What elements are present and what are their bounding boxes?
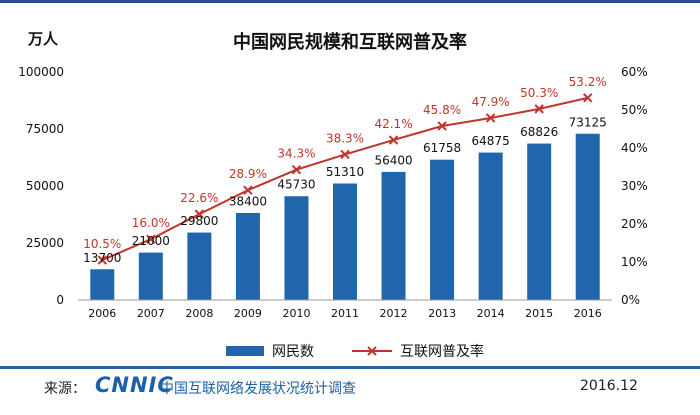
rate-value-label: 45.8% [423,103,461,117]
legend-line-label: 互联网普及率 [400,343,484,360]
legend-line-marker [367,346,377,356]
y-right-tick-label: 50% [621,103,648,117]
report-date: 2016.12 [580,378,638,394]
bar-value-label: 51310 [326,165,364,179]
line-point-2007 [146,234,156,244]
x-tick-label: 2007 [137,307,165,320]
bar-value-label: 29800 [180,214,218,228]
x-tick-label: 2013 [428,307,456,320]
bar-2009 [234,211,261,301]
x-tick-label: 2014 [477,307,505,320]
bar-value-label: 56400 [374,153,412,167]
bar-value-label: 61758 [423,141,461,155]
rate-value-label: 38.3% [326,131,364,145]
bar-2010 [283,195,310,301]
x-tick-label: 2010 [282,307,310,320]
x-tick-label: 2015 [525,307,553,320]
bar-value-label: 64875 [472,134,510,148]
rate-value-label: 53.2% [569,75,607,89]
bar-2011 [332,182,358,301]
bar-value-label: 38400 [229,194,267,208]
y-left-tick-label: 50000 [26,179,64,193]
y-left-tick-label: 100000 [18,65,64,79]
bar-value-label: 73125 [569,115,607,129]
line-point-2013 [437,121,447,131]
source-organization: 中国互联网络发展状况统计调查 [160,381,356,397]
bar-2006 [89,268,116,301]
bar-value-label: 13700 [83,251,121,265]
y-right-tick-label: 0% [621,293,640,307]
combo-chart: 2006 2007 2008 2009 2010 2011 2012 2013 2014 2015… [18,65,648,360]
bar-value-label: 21000 [132,234,170,248]
bar-2015 [526,142,553,301]
rate-value-label: 10.5% [83,237,121,251]
y-axis-unit-label: 万人 [28,30,59,48]
line-point-2012 [388,135,399,145]
y-right-tick-label: 40% [621,141,648,155]
rate-value-label: 50.3% [520,86,558,100]
y-right-tick-label: 60% [621,65,648,79]
line-point-2008 [194,209,205,219]
x-tick-label: 2016 [574,307,602,320]
rate-value-label: 28.9% [229,167,267,181]
x-tick-label: 2008 [185,307,213,320]
bar-2014 [477,151,504,301]
x-tick-label: 2011 [331,307,359,320]
rate-value-label: 16.0% [132,216,170,230]
y-right-tick-label: 30% [621,179,648,193]
bar-value-label: 68826 [520,125,558,139]
y-left-tick-label: 75000 [26,122,64,136]
bar-value-label: 45730 [277,178,315,192]
legend-bar-swatch [226,346,264,356]
bar-2007 [137,251,164,301]
y-right-tick-label: 10% [621,255,648,269]
x-tick-label: 2006 [88,307,116,320]
rate-value-label: 22.6% [180,191,218,205]
bar-2016 [574,132,601,301]
y-right-tick-label: 20% [621,217,648,231]
chart-title: 中国网民规模和互联网普及率 [233,32,467,53]
y-left-tick-label: 25000 [26,236,64,250]
bar-2012 [380,170,407,301]
rate-value-label: 34.3% [277,147,315,161]
source-label: 来源： [44,381,86,397]
cnnic-logo: CNNIC [95,373,174,397]
top-border [0,0,700,3]
line-point-2015 [534,104,544,114]
rate-value-label: 47.9% [472,95,510,109]
rate-value-label: 42.1% [374,117,412,131]
line-point-2011 [340,149,350,160]
bar-2008 [186,231,213,301]
x-tick-label: 2009 [234,307,262,320]
y-left-tick-label: 0 [56,293,64,307]
legend-bar-label: 网民数 [272,344,314,360]
line-point-2014 [485,113,496,123]
footer-divider [0,366,700,369]
x-tick-label: 2012 [380,307,408,320]
bar-2013 [429,158,456,301]
line-point-2010 [291,164,302,175]
line-point-2016 [583,93,593,103]
line-point-2006 [97,255,107,265]
line-point-2009 [243,185,253,195]
